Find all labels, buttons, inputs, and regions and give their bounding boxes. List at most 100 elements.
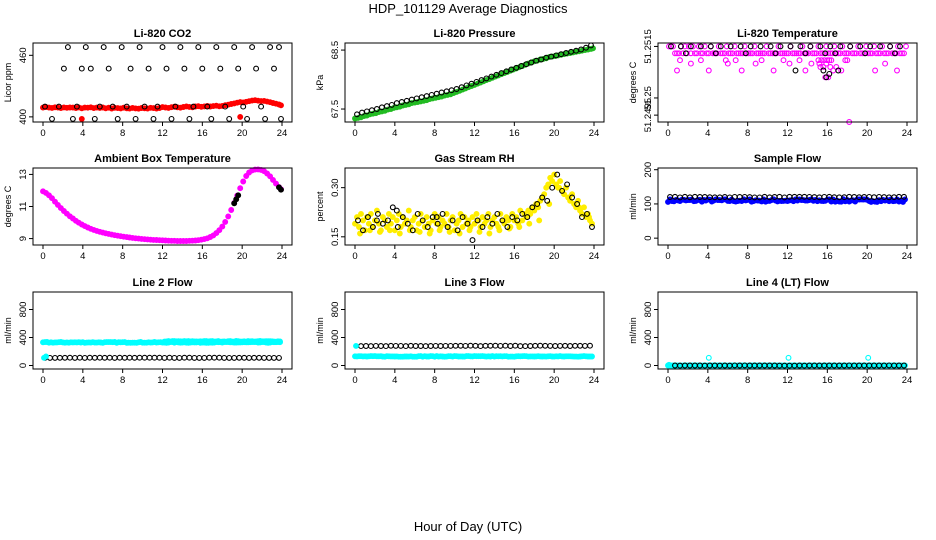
data-point bbox=[393, 217, 400, 224]
data-point bbox=[758, 57, 765, 64]
data-point bbox=[446, 228, 453, 235]
data-point bbox=[877, 50, 884, 57]
panel-title: Li-820 Temperature bbox=[737, 28, 838, 40]
data-point bbox=[503, 68, 510, 75]
x-tick-label: 12 bbox=[469, 128, 480, 139]
data-point bbox=[82, 44, 89, 51]
x-tick-label: 24 bbox=[902, 128, 913, 139]
data-point bbox=[358, 210, 364, 217]
data-point bbox=[505, 217, 512, 224]
data-point bbox=[96, 103, 103, 110]
data-point bbox=[796, 57, 803, 64]
data-point bbox=[78, 115, 85, 122]
panel-title: Gas Stream RH bbox=[434, 153, 514, 165]
x-tick-label: 4 bbox=[705, 251, 710, 262]
data-point bbox=[755, 50, 762, 57]
data-point bbox=[235, 192, 242, 199]
data-point bbox=[172, 103, 179, 110]
panel-line3: Line 3 Flow ml/min 0 4 8 12 16 20 24 0 400 800 bbox=[315, 277, 605, 386]
y-tick-label: 800 bbox=[330, 302, 341, 318]
data-point bbox=[497, 342, 504, 349]
data-point bbox=[235, 65, 242, 72]
y-tick-label: 400 bbox=[18, 330, 29, 346]
data-point bbox=[389, 204, 396, 211]
data-point bbox=[96, 354, 103, 361]
data-point bbox=[903, 43, 909, 50]
data-point bbox=[581, 204, 587, 211]
data-point bbox=[52, 354, 58, 361]
data-point bbox=[159, 44, 166, 51]
data-point bbox=[838, 67, 845, 74]
data-point bbox=[181, 354, 188, 361]
data-point bbox=[679, 50, 686, 57]
data-point bbox=[81, 354, 88, 361]
data-point bbox=[444, 224, 451, 230]
data-point bbox=[415, 220, 422, 227]
data-point bbox=[677, 43, 684, 50]
x-tick-label: 16 bbox=[509, 375, 520, 386]
data-point bbox=[873, 50, 880, 57]
data-point bbox=[786, 60, 793, 67]
data-point bbox=[811, 50, 818, 57]
data-point bbox=[71, 354, 78, 361]
data-point bbox=[699, 50, 706, 57]
y-tick-label: 0 bbox=[330, 363, 341, 368]
data-point bbox=[387, 342, 394, 349]
data-point bbox=[687, 60, 694, 67]
data-point bbox=[278, 102, 284, 109]
data-point bbox=[532, 342, 539, 349]
data-point bbox=[885, 50, 892, 57]
data-point bbox=[106, 354, 113, 361]
data-point bbox=[537, 342, 544, 349]
data-point bbox=[258, 103, 265, 110]
data-point bbox=[583, 44, 589, 51]
data-point bbox=[865, 354, 872, 361]
data-point bbox=[367, 343, 374, 350]
panel-sample: Sample Flow ml/min 0 4 8 12 16 20 24 0 100 200 bbox=[628, 153, 918, 262]
data-point bbox=[42, 103, 48, 110]
data-point bbox=[496, 227, 503, 234]
x-tick-label: 20 bbox=[862, 251, 873, 262]
data-point bbox=[842, 57, 849, 64]
data-point bbox=[727, 43, 734, 50]
y-tick-label: 100 bbox=[643, 196, 654, 212]
data-point bbox=[539, 194, 546, 201]
y-axis-label: percent bbox=[315, 191, 325, 222]
x-tick-label: 4 bbox=[80, 128, 85, 139]
x-tick-label: 16 bbox=[197, 375, 208, 386]
data-point bbox=[109, 103, 116, 110]
x-tick-label: 24 bbox=[902, 251, 913, 262]
data-point bbox=[249, 44, 256, 51]
data-point bbox=[379, 220, 386, 227]
data-point bbox=[78, 65, 85, 72]
data-point bbox=[402, 343, 409, 350]
x-tick-label: 12 bbox=[157, 375, 168, 386]
series-ambient-1-min bbox=[40, 166, 284, 244]
data-point bbox=[474, 217, 481, 224]
data-point bbox=[60, 65, 67, 72]
data-point bbox=[851, 50, 858, 57]
data-point bbox=[473, 78, 480, 85]
plot-frame bbox=[657, 167, 918, 246]
data-point bbox=[216, 227, 223, 234]
data-point bbox=[901, 193, 907, 200]
data-point bbox=[751, 43, 758, 50]
data-point bbox=[228, 207, 235, 213]
data-point bbox=[455, 217, 462, 224]
x-tick-label: 0 bbox=[40, 128, 45, 139]
data-point bbox=[666, 361, 672, 368]
data-point bbox=[732, 57, 739, 64]
data-point bbox=[819, 50, 826, 57]
x-tick-label: 16 bbox=[197, 128, 208, 139]
series-line-3-1-min bbox=[352, 353, 595, 360]
data-point bbox=[578, 46, 585, 53]
data-point bbox=[789, 50, 796, 57]
data-point bbox=[354, 111, 360, 118]
y-tick-label: 200 bbox=[643, 162, 654, 178]
data-point bbox=[817, 64, 824, 70]
data-point bbox=[100, 44, 107, 51]
data-point bbox=[844, 57, 851, 64]
y-tick-label: 0 bbox=[643, 363, 654, 368]
data-point bbox=[516, 224, 523, 230]
